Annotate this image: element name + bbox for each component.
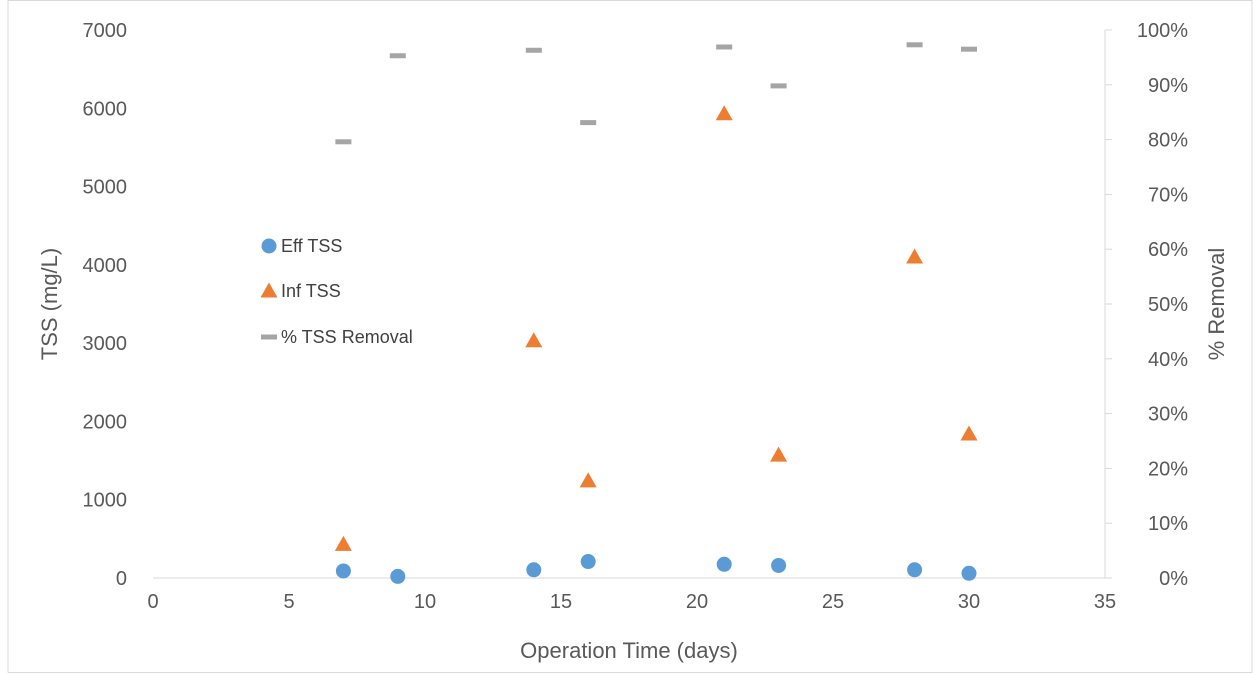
inf-tss-point bbox=[715, 105, 733, 121]
y2-axis-title: % Removal bbox=[1204, 248, 1229, 360]
legend-marker-inf-tss bbox=[260, 282, 278, 298]
legend-marker-eff-tss bbox=[261, 238, 277, 254]
y-tick-label: 6000 bbox=[83, 98, 128, 120]
y-tick-label: 4000 bbox=[83, 255, 128, 277]
legend: Eff TSS Inf TSS % TSS Removal bbox=[260, 236, 413, 347]
x-tick-label: 0 bbox=[147, 591, 158, 613]
y2-tick-label: 20% bbox=[1148, 458, 1188, 480]
tss-removal-point bbox=[716, 44, 733, 50]
eff-tss-point bbox=[716, 556, 732, 572]
y2-tick-label: 90% bbox=[1148, 75, 1188, 97]
tss-removal-point bbox=[335, 139, 352, 145]
eff-tss-point bbox=[907, 562, 923, 578]
tss-removal-point bbox=[961, 46, 977, 52]
tss-removal-point bbox=[770, 83, 787, 89]
x-tick-label: 15 bbox=[550, 591, 572, 613]
marks-layer bbox=[334, 42, 978, 584]
y2-tick-label: 10% bbox=[1148, 513, 1188, 535]
inf-tss-point bbox=[960, 425, 978, 441]
y-tick-label: 3000 bbox=[83, 333, 128, 355]
legend-marker-tss-removal bbox=[261, 334, 277, 340]
y2-tick-label: 80% bbox=[1148, 130, 1188, 152]
x-tick-label: 5 bbox=[283, 591, 294, 613]
y-tick-label: 1000 bbox=[83, 490, 128, 512]
y2-tick-label: 60% bbox=[1148, 239, 1188, 261]
tss-removal-point bbox=[580, 120, 597, 126]
x-tick-label: 10 bbox=[414, 591, 436, 613]
inf-tss-point bbox=[579, 472, 597, 488]
y-tick-label: 0 bbox=[116, 568, 127, 590]
y-tick-label: 5000 bbox=[83, 177, 128, 199]
y-axis-title: TSS (mg/L) bbox=[37, 248, 62, 360]
legend-label-tss-removal: % TSS Removal bbox=[281, 327, 413, 347]
y2-tick-label: 70% bbox=[1148, 184, 1188, 206]
tss-removal-point bbox=[389, 53, 406, 59]
y2-tick-label: 30% bbox=[1148, 404, 1188, 426]
tss-removal-point bbox=[525, 47, 542, 53]
legend-label-eff-tss: Eff TSS bbox=[281, 236, 342, 256]
legend-label-inf-tss: Inf TSS bbox=[281, 281, 341, 301]
inf-tss-point bbox=[334, 535, 352, 551]
x-tick-label: 35 bbox=[1094, 591, 1116, 613]
axes-layer: 0 5 10 15 20 25 30 35 0 1000 2000 3000 4000 5000 6000 7… bbox=[83, 20, 1189, 613]
eff-tss-point bbox=[390, 568, 406, 584]
y2-tick-label: 40% bbox=[1148, 349, 1188, 371]
y2-tick-label: 100% bbox=[1137, 20, 1188, 42]
x-tick-label: 25 bbox=[822, 591, 844, 613]
tss-removal-point bbox=[906, 42, 923, 48]
eff-tss-point bbox=[771, 557, 787, 573]
y-tick-label: 2000 bbox=[83, 411, 128, 433]
eff-tss-point bbox=[335, 563, 351, 579]
inf-tss-point bbox=[525, 332, 543, 348]
chart-border bbox=[7, 0, 1253, 673]
inf-tss-point bbox=[770, 446, 788, 462]
eff-tss-point bbox=[961, 565, 977, 581]
inf-tss-point bbox=[906, 248, 924, 264]
x-axis-title: Operation Time (days) bbox=[520, 638, 738, 663]
y2-tick-label: 50% bbox=[1148, 294, 1188, 316]
x-tick-label: 20 bbox=[686, 591, 708, 613]
eff-tss-point bbox=[580, 554, 596, 570]
x-tick-label: 30 bbox=[958, 591, 980, 613]
y-tick-label: 7000 bbox=[83, 20, 128, 42]
eff-tss-point bbox=[526, 562, 542, 578]
y2-tick-label: 0% bbox=[1159, 568, 1188, 590]
